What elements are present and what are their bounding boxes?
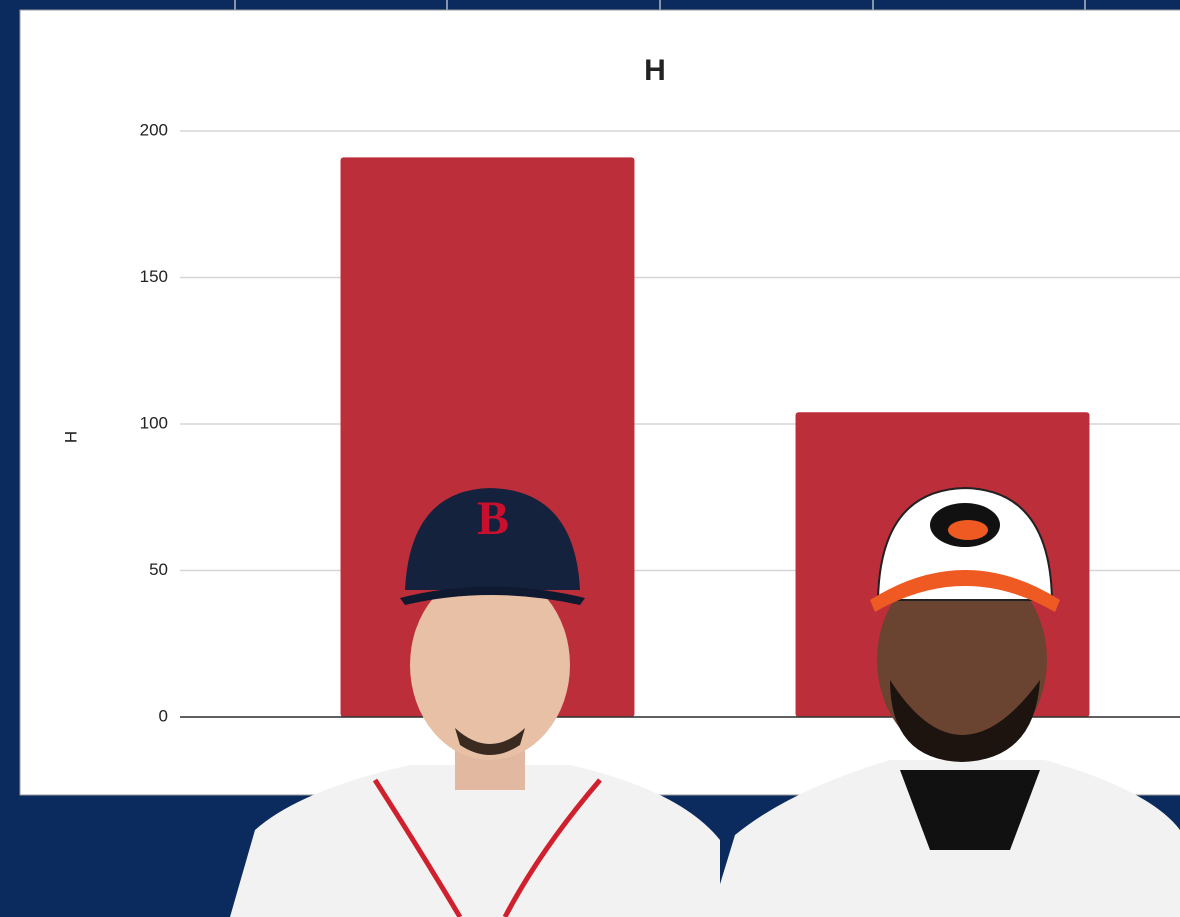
chart-title: H (644, 54, 666, 87)
y-tick-label: 100 (140, 413, 168, 432)
player-photo-left: B (230, 488, 720, 917)
player-photo-right (710, 486, 1180, 917)
top-ticks (234, 0, 1086, 10)
y-tick-label: 200 (140, 120, 168, 139)
y-tick-label: 50 (149, 560, 168, 579)
y-tick-label: 0 (159, 706, 168, 725)
y-tick-label: 150 (140, 267, 168, 286)
svg-text:B: B (477, 492, 509, 545)
y-axis-label: H (61, 431, 80, 443)
